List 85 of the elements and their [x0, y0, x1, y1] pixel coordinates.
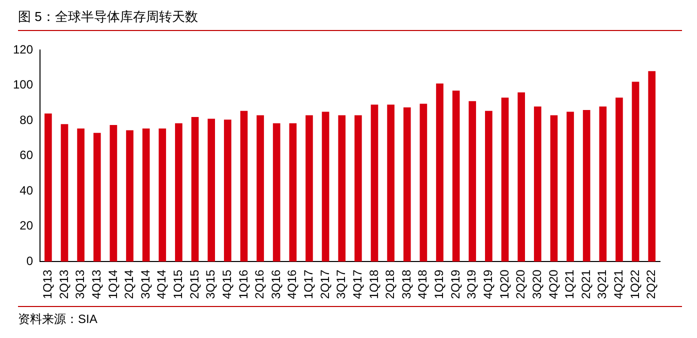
x-tick-label: 4Q13	[89, 269, 104, 300]
bar	[616, 98, 623, 262]
bar	[468, 101, 476, 262]
x-tick-label: 2Q19	[448, 269, 462, 300]
y-tick-label: 0	[26, 254, 34, 268]
x-tick-label: 4Q15	[220, 269, 234, 300]
bar	[158, 128, 166, 262]
x-tick-label: 1Q20	[497, 269, 512, 300]
x-tick-label: 1Q21	[562, 269, 577, 300]
y-tick-label: 20	[20, 218, 34, 233]
x-tick-label: 1Q17	[302, 269, 316, 300]
x-tick-label: 3Q17	[334, 269, 348, 300]
y-tick-label: 40	[20, 183, 34, 198]
x-tick-label: 1Q22	[628, 269, 642, 300]
y-tick-label: 100	[12, 78, 34, 92]
bar	[566, 112, 574, 262]
x-tick-label: 2Q14	[122, 269, 136, 300]
bar	[420, 104, 428, 262]
x-tick-label: 2Q13	[56, 269, 71, 300]
x-tick-label: 3Q20	[530, 269, 544, 300]
x-tick-label: 4Q17	[350, 269, 364, 300]
bar	[93, 132, 101, 262]
bar	[110, 124, 118, 262]
x-tick-label: 1Q18	[366, 269, 381, 300]
bar	[44, 113, 52, 262]
x-tick-label: 3Q21	[595, 269, 610, 300]
bar	[403, 107, 411, 262]
x-tick-label: 2Q22	[644, 269, 658, 300]
text: 资料来源：SIA	[18, 306, 682, 328]
bar	[60, 124, 68, 262]
x-tick-label: 3Q15	[204, 269, 218, 300]
x-tick-label: 2Q20	[514, 269, 528, 300]
x-tick-label: 3Q16	[268, 269, 283, 300]
x-tick-label: 3Q14	[138, 269, 152, 300]
x-tick-label: 4Q19	[481, 269, 496, 300]
bar	[632, 82, 640, 262]
bar	[452, 90, 460, 262]
y-tick-label: 60	[20, 148, 34, 162]
bar	[289, 123, 297, 262]
bar	[370, 104, 378, 262]
x-tick-label: 1Q15	[171, 269, 186, 300]
bar	[256, 115, 264, 262]
chart-title: 图 5：全球半导体库存周转天数	[18, 8, 682, 31]
x-tick-label: 4Q16	[285, 269, 300, 300]
x-tick-label: 3Q18	[399, 269, 414, 300]
x-tick-label: 2Q17	[318, 269, 332, 300]
bar	[306, 115, 313, 262]
x-tick-label: 3Q13	[73, 269, 88, 300]
bar	[582, 110, 590, 262]
bar	[224, 120, 232, 262]
bar	[272, 123, 280, 262]
x-tick-label: 4Q21	[612, 269, 626, 300]
bar	[126, 130, 134, 262]
bar	[77, 128, 84, 262]
y-tick-label: 80	[20, 112, 34, 127]
bar	[534, 106, 542, 262]
bar	[387, 104, 394, 262]
x-tick-label: 2Q18	[383, 269, 398, 300]
bar	[142, 128, 150, 262]
bar	[338, 115, 346, 262]
bar	[240, 110, 248, 262]
bar	[322, 112, 330, 262]
bar	[518, 92, 525, 262]
bar	[208, 118, 216, 262]
bar	[175, 123, 182, 262]
y-tick-label: 120	[12, 42, 34, 56]
x-tick-label: 4Q20	[546, 269, 560, 300]
x-tick-label: 1Q13	[40, 269, 54, 300]
bar	[599, 106, 607, 262]
x-tick-label: 1Q19	[432, 269, 446, 300]
x-tick-label: 3Q19	[464, 269, 479, 300]
bar	[648, 71, 656, 262]
bar	[501, 98, 509, 262]
bar	[550, 115, 558, 262]
x-tick-label: 4Q18	[416, 269, 430, 300]
bar	[485, 110, 492, 262]
x-tick-label: 2Q16	[252, 269, 267, 300]
x-tick-label: 2Q15	[187, 269, 202, 300]
x-tick-label: 1Q16	[236, 269, 250, 300]
bar	[354, 115, 362, 262]
x-tick-label: 4Q14	[154, 269, 169, 300]
bar	[191, 117, 199, 262]
bar	[436, 84, 444, 262]
x-tick-label: 2Q21	[578, 269, 593, 300]
x-tick-label: 1Q14	[106, 269, 120, 300]
